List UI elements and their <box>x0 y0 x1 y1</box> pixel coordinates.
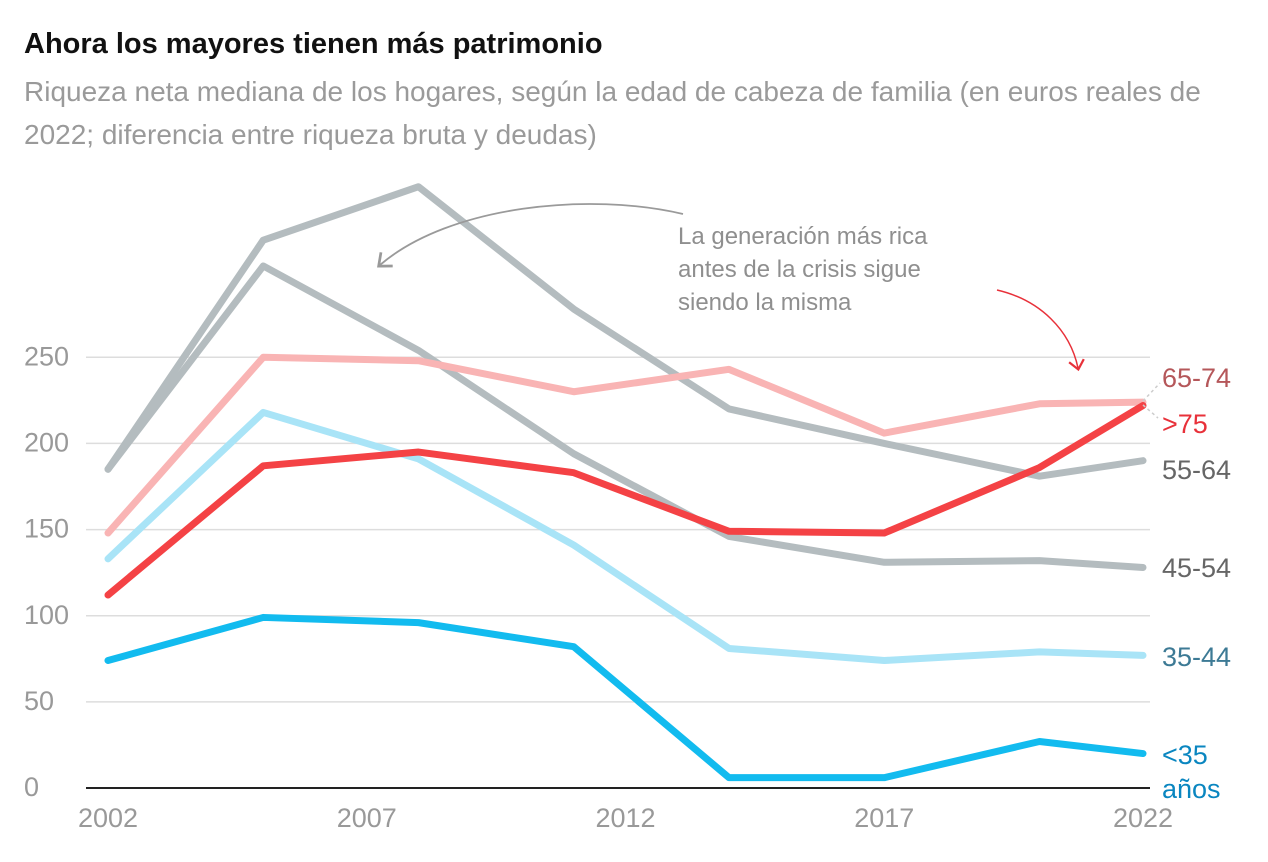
y-tick-label: 50 <box>24 686 54 716</box>
y-tick-label: 100 <box>24 600 69 630</box>
annotation-arrow <box>377 203 684 268</box>
series-label: <35 años <box>1162 740 1221 804</box>
x-tick-label: 2017 <box>854 803 914 833</box>
series-label: >75 <box>1162 409 1208 439</box>
label-connector <box>1142 382 1161 419</box>
chart-title: Ahora los mayores tienen más patrimonio <box>24 28 603 60</box>
annotation-arrow <box>996 289 1085 372</box>
x-tick-label: 2007 <box>337 803 397 833</box>
y-tick-label: 250 <box>24 341 69 371</box>
series-line <box>104 402 1147 599</box>
x-tick-label: 2012 <box>595 803 655 833</box>
series-label: 65-74 <box>1162 363 1232 393</box>
series-label: 35-44 <box>1162 642 1232 672</box>
series-line <box>104 408 1147 665</box>
series-label: 55-64 <box>1162 455 1232 485</box>
x-tick-label: 2002 <box>78 803 138 833</box>
x-tick-label: 2022 <box>1113 803 1173 833</box>
series-line <box>104 183 1147 480</box>
y-tick-label: 0 <box>24 772 39 802</box>
y-tick-label: 200 <box>24 428 69 458</box>
series-line <box>104 262 1147 571</box>
y-tick-label: 150 <box>24 514 69 544</box>
series-line <box>104 613 1147 782</box>
series-line <box>104 353 1147 537</box>
series-label: 45-54 <box>1162 553 1232 583</box>
annotation: La generación más rica antes de la crisi… <box>678 223 928 316</box>
chart-subtitle: Riqueza neta mediana de los hogares, seg… <box>24 76 1201 150</box>
